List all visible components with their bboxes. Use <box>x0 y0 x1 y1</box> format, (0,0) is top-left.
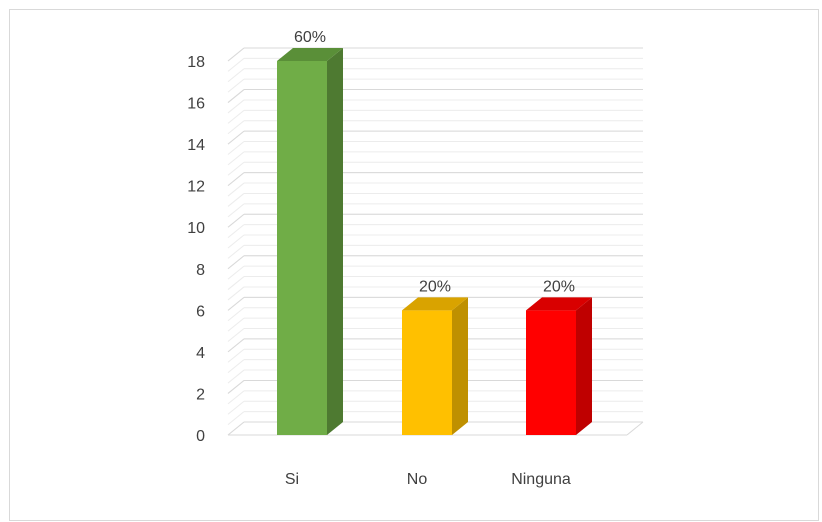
minor-gridline-side <box>227 276 245 290</box>
minor-gridline-side <box>227 317 245 332</box>
minor-gridline-side <box>227 411 245 425</box>
minor-gridline-side <box>227 328 245 342</box>
bars: 60% 20% 20% <box>277 29 592 435</box>
minor-gridline-side <box>227 348 245 363</box>
chart-frame <box>9 9 819 521</box>
gridline-side <box>227 421 245 436</box>
minor-gridline-side <box>227 359 245 374</box>
y-tick-label: 0 <box>196 428 205 445</box>
minor-gridline-side <box>227 307 245 322</box>
minor-gridline-side <box>227 99 245 114</box>
bar-side <box>452 297 468 435</box>
x-axis-labels: Si No Ninguna <box>285 471 571 488</box>
y-tick-label: 2 <box>196 386 205 403</box>
y-tick-label: 18 <box>187 54 205 71</box>
gridline-side <box>227 338 245 353</box>
minor-gridline-side <box>227 78 245 93</box>
y-tick-label: 6 <box>196 303 205 320</box>
x-tick-label: Si <box>285 471 299 488</box>
bar-side <box>576 297 592 435</box>
minor-gridline-side <box>227 224 245 238</box>
y-tick-label: 12 <box>187 179 205 196</box>
gridline-side <box>227 89 245 103</box>
y-tick-label: 8 <box>196 262 205 279</box>
y-tick-label: 10 <box>187 220 205 237</box>
bar-top <box>526 297 592 311</box>
minor-gridline-side <box>227 161 245 176</box>
data-label: 60% <box>294 29 326 46</box>
minor-gridline-side <box>227 109 245 124</box>
bar-front <box>402 310 452 435</box>
minor-gridline-side <box>227 141 245 155</box>
bar-top <box>277 48 343 61</box>
y-tick-label: 14 <box>187 137 205 154</box>
gridline-side <box>227 296 245 311</box>
minor-gridline-side <box>227 120 245 135</box>
minor-gridline-side <box>227 203 245 218</box>
minor-gridline-side <box>227 68 245 83</box>
minor-gridline-side <box>227 234 245 249</box>
minor-gridline-side <box>227 286 245 301</box>
floor-edge <box>626 421 644 436</box>
minor-gridline-side <box>227 369 245 384</box>
minor-gridline-side <box>227 58 245 72</box>
gridline-side <box>227 47 245 62</box>
minor-gridline-side <box>227 265 245 280</box>
gridline-side <box>227 255 245 270</box>
x-tick-label: Ninguna <box>511 471 571 488</box>
data-label: 20% <box>419 278 451 295</box>
bar-si: 60% <box>277 29 343 435</box>
bar-no: 20% <box>402 278 468 435</box>
minor-gridline-side <box>227 193 245 207</box>
bar-top <box>402 297 468 311</box>
bar-front <box>526 310 576 435</box>
data-label: 20% <box>543 278 575 295</box>
minor-gridline-side <box>227 245 245 259</box>
gridline-side <box>227 213 245 228</box>
y-axis: 0 2 4 6 8 10 12 14 16 18 <box>187 54 205 445</box>
y-tick-label: 16 <box>187 96 205 113</box>
x-tick-label: No <box>407 471 428 488</box>
minor-gridline-side <box>227 390 245 405</box>
minor-gridline-side <box>227 151 245 166</box>
y-tick-label: 4 <box>196 345 205 362</box>
minor-gridline-side <box>227 400 245 415</box>
bar-side <box>327 48 343 435</box>
gridline-side <box>227 172 245 187</box>
minor-gridline-side <box>227 182 245 197</box>
gridline-side <box>227 380 245 394</box>
bar-ninguna: 20% <box>526 278 592 435</box>
gridline-side <box>227 130 245 145</box>
bar-front <box>277 61 327 435</box>
